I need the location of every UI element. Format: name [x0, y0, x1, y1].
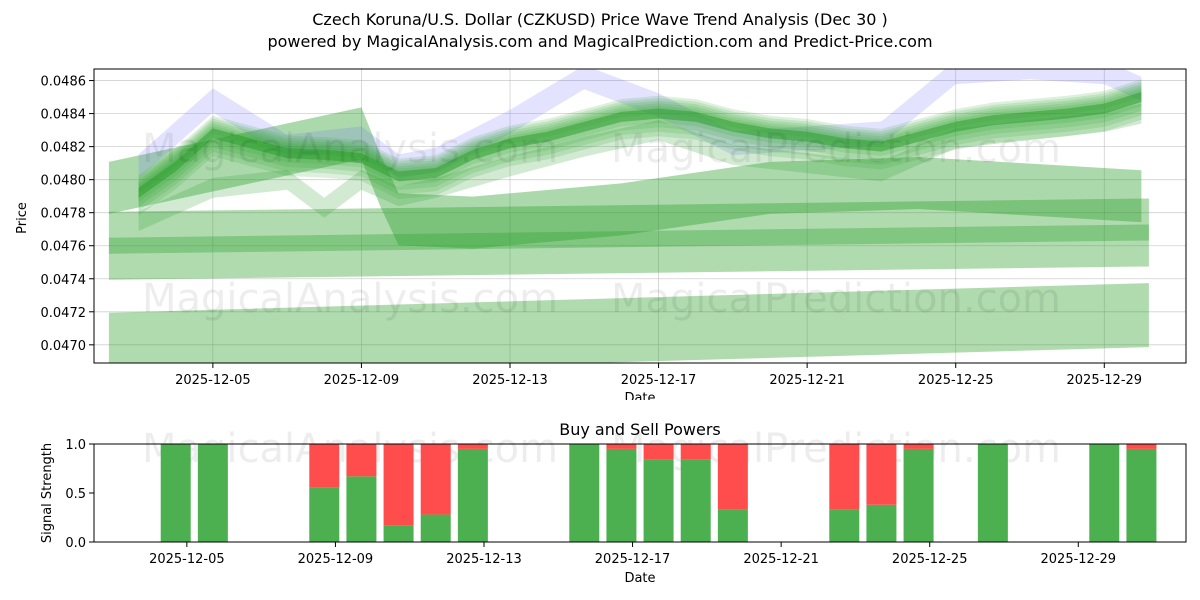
wave-band-main — [138, 89, 1142, 212]
price-grid — [94, 69, 1186, 363]
price-y-ticks: 0.0470 0.0472 0.0474 0.0476 0.0478 0.0480 0.04… — [41, 75, 94, 354]
price-plot-area — [94, 69, 1186, 363]
price-band-layer — [108, 69, 1149, 363]
power-y-axis-label: Signal Strength — [40, 443, 55, 543]
price-y-axis-label: Price — [15, 202, 30, 234]
sell-bar — [829, 444, 860, 510]
price-y-tick-label: 0.0470 — [41, 339, 87, 354]
sell-bar — [866, 444, 897, 505]
buy-bar — [383, 525, 414, 542]
price-x-tick-label: 2025-12-09 — [324, 373, 400, 388]
power-x-tick-label: 2025-12-21 — [743, 552, 819, 567]
wave-band-main — [138, 79, 1142, 194]
price-y-tick-label: 0.0478 — [41, 207, 87, 222]
price-plot-background — [94, 69, 1186, 363]
buy-bar — [420, 514, 451, 542]
chart-title: Czech Koruna/U.S. Dollar (CZKUSD) Price … — [312, 10, 888, 29]
price-y-tick-label: 0.0476 — [41, 240, 87, 255]
power-x-tick-label: 2025-12-13 — [446, 552, 522, 567]
power-x-tick-label: 2025-12-29 — [1041, 552, 1117, 567]
watermark-text: MagicalPrediction.com — [611, 126, 1061, 172]
price-y-tick-label: 0.0486 — [41, 75, 87, 90]
chart-subtitle: powered by MagicalAnalysis.com and Magic… — [267, 32, 933, 51]
price-x-tick-label: 2025-12-17 — [621, 373, 697, 388]
power-x-tick-label: 2025-12-09 — [298, 552, 374, 567]
price-plot-frame — [93, 68, 1187, 364]
buy-bar — [680, 459, 711, 542]
power-y-ticks: 0.0 0.5 1.0 — [65, 438, 94, 551]
power-x-ticks: 2025-12-05 2025-12-09 2025-12-13 2025-12-17… — [149, 542, 1116, 567]
price-y-tick-label: 0.0480 — [41, 174, 87, 189]
price-y-tick-label: 0.0482 — [41, 141, 87, 156]
wave-band-main — [138, 84, 1142, 203]
buy-bar — [606, 448, 637, 542]
wave-band-main — [138, 86, 1142, 207]
sell-bar — [643, 444, 674, 460]
trend-band-mid — [108, 198, 1149, 280]
power-x-tick-label: 2025-12-05 — [149, 552, 225, 567]
power-bars — [160, 444, 1157, 542]
sell-bar — [457, 444, 488, 449]
wave-band-core — [138, 92, 1142, 198]
sell-bar — [903, 444, 934, 449]
price-x-tick-label: 2025-12-29 — [1067, 373, 1143, 388]
buy-bar — [197, 444, 228, 542]
buy-bar — [1126, 448, 1157, 542]
trend-band-mid-core — [108, 224, 1149, 254]
watermark-text: MagicalAnalysis.com — [142, 126, 558, 172]
wave-band-low — [138, 103, 1142, 231]
price-x-tick-label: 2025-12-05 — [175, 373, 251, 388]
trend-band-low — [108, 283, 1149, 363]
buy-sell-power-chart: Buy and Sell Powers MagicalAnalysis.comM… — [40, 420, 1187, 586]
buy-bar — [457, 448, 488, 542]
power-y-tick-label: 1.0 — [65, 438, 86, 453]
buy-bar — [569, 444, 600, 542]
buy-bar — [829, 509, 860, 542]
sell-bar — [346, 444, 377, 477]
buy-bar — [977, 444, 1008, 542]
watermark-text: MagicalPrediction.com — [611, 276, 1061, 322]
buy-bar — [1089, 444, 1120, 542]
watermark-text: MagicalAnalysis.com — [142, 276, 558, 322]
buy-bar — [643, 459, 674, 542]
power-y-tick-label: 0.5 — [65, 487, 86, 502]
sell-bar — [383, 444, 414, 526]
buy-bar — [309, 487, 340, 542]
power-y-tick-label: 0.0 — [65, 536, 86, 551]
price-wave-chart: MagicalAnalysis.com MagicalPrediction.com… — [15, 68, 1187, 400]
price-y-tick-label: 0.0484 — [41, 108, 87, 123]
price-x-tick-label: 2025-12-25 — [918, 373, 994, 388]
buy-bar — [160, 444, 191, 542]
wave-band-high — [138, 69, 1142, 179]
wave-band-main — [138, 81, 1142, 198]
sell-bar — [717, 444, 748, 510]
price-y-tick-label: 0.0472 — [41, 306, 87, 321]
buy-bar — [717, 509, 748, 542]
price-x-ticks: 2025-12-05 2025-12-09 2025-12-13 2025-12-17… — [175, 363, 1142, 388]
price-y-tick-label: 0.0474 — [41, 273, 87, 288]
sell-bar — [680, 444, 711, 460]
power-x-tick-label: 2025-12-17 — [595, 552, 671, 567]
power-x-tick-label: 2025-12-25 — [892, 552, 968, 567]
power-chart-title: Buy and Sell Powers — [559, 420, 721, 439]
trend-band-steep — [108, 107, 1142, 249]
buy-bar — [346, 476, 377, 542]
power-x-axis-label: Date — [624, 571, 655, 586]
wave-band-main — [138, 91, 1142, 216]
buy-bar — [903, 448, 934, 542]
sell-bar — [309, 444, 340, 488]
price-x-tick-label: 2025-12-21 — [769, 373, 845, 388]
sell-bar — [1126, 444, 1157, 449]
price-x-tick-label: 2025-12-13 — [472, 373, 548, 388]
price-watermarks: MagicalAnalysis.com MagicalPrediction.com… — [142, 126, 1061, 322]
price-plot-border — [93, 68, 1187, 364]
price-x-axis-label: Date — [624, 391, 655, 400]
sell-bar — [420, 444, 451, 515]
buy-bar — [866, 504, 897, 542]
price-bands — [108, 69, 1149, 363]
sell-bar — [606, 444, 637, 449]
